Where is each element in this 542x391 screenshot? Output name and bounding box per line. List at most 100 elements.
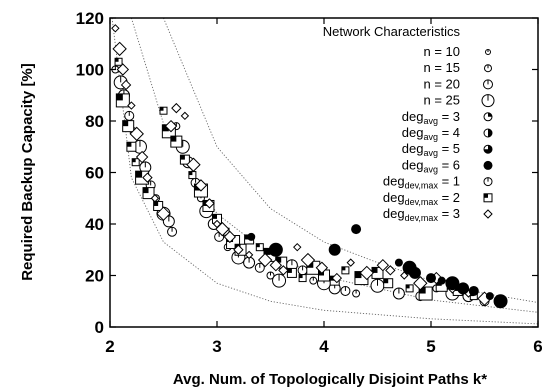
data-point [170,135,183,148]
data-point [297,265,308,276]
x-axis-label: Avg. Num. of Topologically Disjoint Path… [173,371,487,388]
data-point [194,179,208,192]
y-tick-label: 80 [85,112,104,131]
x-tick-label: 4 [319,337,329,356]
data-point [351,224,362,235]
legend-marker-icon [481,94,495,108]
data-point [188,171,197,180]
legend-entry-label: degdev,max = 1 [383,174,460,191]
legend-entry-label: degdev,max = 2 [383,190,460,207]
data-point [269,258,283,272]
data-point [129,126,144,142]
data-point [204,198,215,209]
legend-entry-label: degavg = 6 [402,157,460,174]
data-point [162,215,175,228]
data-point [437,276,446,285]
data-point [272,273,287,288]
data-point [142,187,155,200]
data-point [278,265,289,276]
data-point [346,258,355,267]
data-point [298,274,307,283]
legend-marker-icon [483,79,493,90]
data-point [468,285,479,296]
y-tick-label: 40 [85,215,104,234]
data-point [159,106,168,115]
legend-marker-icon [483,160,493,170]
data-point [352,289,361,298]
x-tick-label: 2 [105,337,114,356]
legend-marker-icon [483,209,493,219]
data-point [394,258,403,267]
data-point [385,265,396,276]
legend-marker-icon [483,144,493,154]
data-point [114,57,123,66]
data-point [493,294,508,309]
data-point [309,276,318,285]
data-point [293,242,302,252]
data-point [408,266,421,279]
data-point [383,278,394,289]
data-point [171,102,182,114]
data-point [331,272,343,284]
legend-entry-label: n = 10 [423,44,460,59]
data-point [328,243,341,256]
legend-entry-label: degavg = 3 [402,109,460,126]
legend-entry-label: degavg = 5 [402,141,460,158]
x-axis-ticks: 2 3 4 5 6 [105,18,542,356]
legend: Network Characteristics n = 10n = 15n = … [323,24,495,223]
legend-entry-label: degdev,max = 3 [383,206,460,223]
data-point [164,119,178,133]
data-point [127,101,136,110]
data-point [485,292,494,301]
data-point [418,286,433,301]
data-point [120,79,132,91]
legend-entry-label: n = 20 [423,76,460,91]
x-tick-label: 6 [533,337,542,356]
data-point [405,284,414,293]
y-tick-label: 20 [85,267,104,286]
data-point [186,157,201,172]
data-point [179,154,190,165]
data-point [142,172,153,183]
data-points [111,24,508,309]
data-point [150,194,160,203]
data-point [340,285,351,296]
data-point [167,226,178,237]
legend-marker-icon [483,112,493,122]
data-point [413,276,428,291]
data-point [254,262,265,273]
data-point [153,200,164,211]
data-point [111,24,120,33]
data-point [457,282,470,295]
data-point [223,230,237,244]
data-point [255,243,264,252]
legend-entry-label: n = 25 [423,93,460,108]
data-point [257,252,273,268]
legend-entry-label: n = 15 [423,60,460,75]
data-point [392,287,405,300]
x-tick-label: 3 [212,337,221,356]
legend-marker-icon [483,177,493,187]
legend-title: Network Characteristics [323,24,461,39]
reference-curve [163,18,538,303]
x-tick-label: 5 [426,337,435,356]
data-point [247,232,256,241]
data-point [268,242,283,257]
data-point [426,273,436,284]
legend-marker-icon [484,64,492,73]
data-point [341,266,350,275]
legend-entry-label: degavg = 4 [402,125,460,142]
y-tick-label: 60 [85,164,104,183]
data-point [112,41,127,57]
y-tick-label: 100 [76,61,104,80]
data-point [300,252,316,268]
data-point [233,244,244,255]
data-point [135,150,149,164]
y-axis-label: Required Backup Capacity [%] [19,63,36,281]
data-point [266,271,275,280]
y-axis-ticks: 0 20 40 60 80 100 120 [76,9,538,337]
data-point [139,161,152,174]
data-point [359,265,375,281]
data-point [370,278,385,293]
